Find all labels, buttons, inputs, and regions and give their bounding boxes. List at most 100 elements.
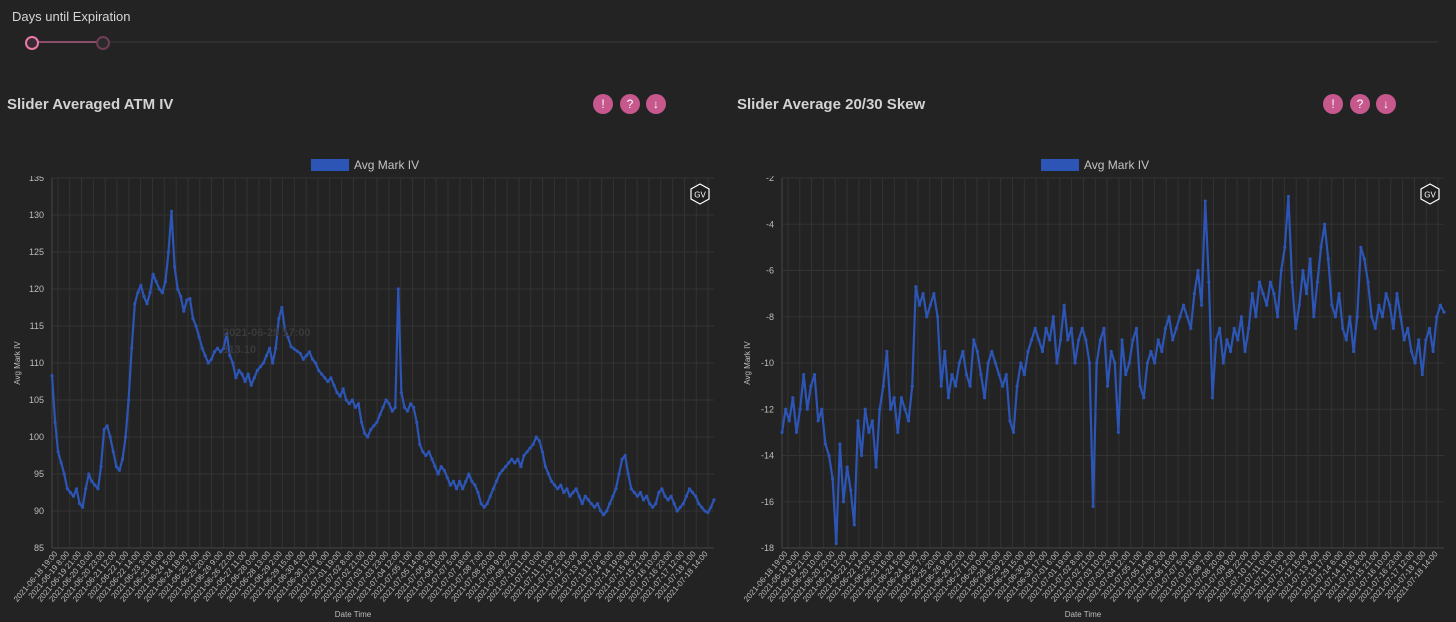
data-point (1286, 194, 1291, 199)
data-point (687, 487, 692, 491)
data-point (519, 465, 523, 469)
data-point (1319, 245, 1323, 249)
data-point (1189, 326, 1193, 330)
data-point (433, 465, 437, 469)
y-tick-label: -2 (766, 176, 774, 183)
data-point (928, 303, 932, 307)
data-point (605, 509, 609, 513)
data-point (543, 465, 548, 469)
y-tick-label: 135 (29, 176, 44, 183)
data-point (899, 396, 903, 400)
data-point (258, 365, 263, 369)
dte-slider-max-handle[interactable] (96, 36, 110, 50)
data-point (84, 487, 88, 491)
data-point (191, 317, 195, 321)
data-point (510, 457, 514, 461)
data-point (341, 387, 345, 391)
data-point (549, 479, 554, 483)
data-point (595, 502, 600, 506)
data-point (1232, 326, 1236, 330)
data-point (1323, 222, 1327, 226)
dte-slider-track[interactable] (30, 41, 1438, 43)
data-point (522, 453, 526, 458)
tooltip-date: 2021-06-25 17:00 (223, 327, 310, 339)
data-point (669, 494, 673, 498)
data-point (957, 361, 961, 365)
data-point (503, 465, 508, 469)
data-point (697, 502, 701, 506)
svg-text:GV: GV (1424, 191, 1436, 200)
data-point (1127, 361, 1131, 365)
data-point (694, 494, 698, 498)
data-point (172, 265, 177, 269)
data-point (700, 505, 704, 509)
data-point (123, 435, 128, 439)
data-point (838, 442, 842, 446)
data-point (1315, 280, 1319, 284)
help-button[interactable]: ? (1350, 94, 1370, 114)
data-point (1239, 315, 1244, 319)
help-button[interactable]: ? (620, 94, 640, 114)
data-point (939, 384, 943, 388)
data-point (1261, 292, 1265, 296)
data-point (1160, 349, 1164, 354)
data-point (96, 487, 100, 491)
y-tick-label: 90 (34, 506, 44, 516)
data-point (332, 383, 336, 387)
data-point (896, 430, 900, 434)
data-point (1001, 384, 1005, 388)
data-point (1420, 372, 1424, 377)
data-point (809, 384, 813, 388)
data-point (979, 372, 983, 377)
data-point (787, 419, 791, 423)
data-point (878, 407, 882, 411)
data-point (1011, 430, 1016, 434)
chart-legend[interactable]: Avg Mark IV (1041, 156, 1149, 172)
dte-slider-label: Days until Expiration (12, 9, 131, 24)
data-point (559, 483, 563, 487)
x-axis-title: Date Time (1065, 610, 1102, 619)
atm-iv-panel: Slider Averaged ATM IV ! ? ↓ Avg Mark IV… (0, 80, 720, 622)
data-point (298, 351, 302, 355)
data-point (237, 368, 241, 372)
data-point (798, 407, 802, 411)
data-point (1044, 326, 1048, 330)
info-button[interactable]: ! (593, 94, 613, 114)
info-icon: ! (601, 97, 605, 111)
data-point (99, 465, 103, 469)
y-tick-label: -10 (761, 358, 774, 368)
data-point (77, 502, 82, 506)
data-point (344, 398, 348, 402)
download-button[interactable]: ↓ (1376, 94, 1396, 114)
data-point (1113, 361, 1117, 365)
data-point (59, 461, 63, 465)
y-tick-label: -4 (766, 219, 774, 229)
info-button[interactable]: ! (1323, 94, 1343, 114)
data-point (780, 430, 784, 434)
data-point (323, 376, 327, 380)
data-point (1406, 326, 1410, 330)
data-point (1196, 268, 1200, 273)
download-button[interactable]: ↓ (646, 94, 666, 114)
chart-legend[interactable]: Avg Mark IV (311, 156, 419, 172)
data-point (1051, 315, 1055, 319)
data-point (903, 407, 907, 411)
data-point (1247, 326, 1251, 330)
help-icon: ? (1356, 97, 1364, 111)
data-point (614, 487, 618, 491)
data-point (553, 483, 557, 487)
download-icon: ↓ (1383, 97, 1389, 111)
info-icon: ! (1331, 97, 1335, 111)
x-axis-title: Date Time (335, 610, 372, 619)
data-point (255, 368, 259, 372)
data-point (464, 479, 468, 483)
data-point (142, 294, 146, 298)
data-point (317, 368, 321, 372)
data-point (359, 420, 364, 424)
data-point (935, 315, 940, 319)
dte-slider-min-handle[interactable] (25, 36, 39, 50)
data-point (111, 450, 115, 454)
data-point (87, 472, 91, 476)
data-point (117, 468, 122, 472)
